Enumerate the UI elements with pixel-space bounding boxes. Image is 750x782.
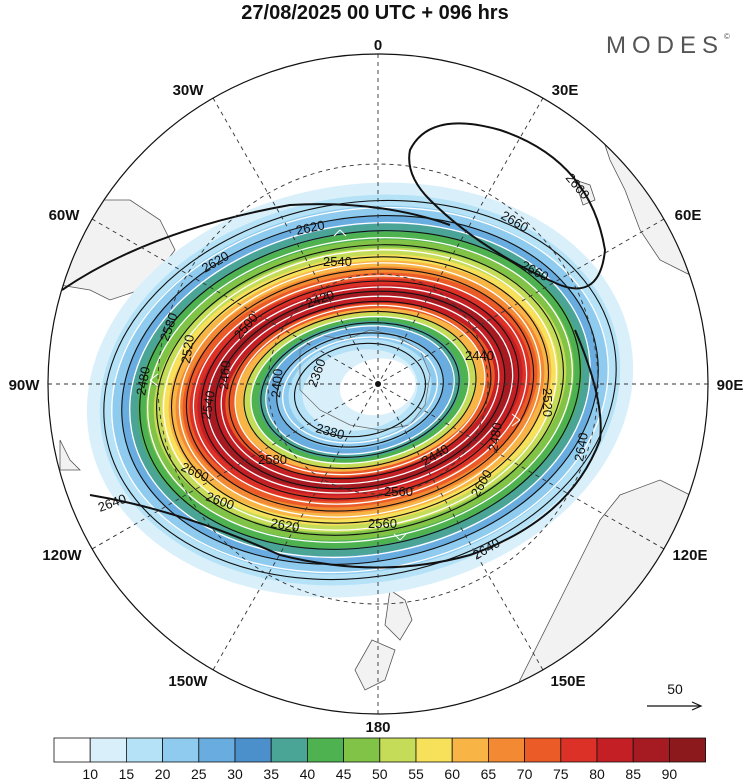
contour-label: 2560: [368, 516, 397, 531]
contour-label: 2400: [268, 368, 285, 398]
contour-label: 2460: [216, 360, 233, 390]
land-south-america-tip: [59, 439, 81, 471]
colorbar-tick-label: 55: [408, 766, 424, 782]
lon-label-90e: 90E: [717, 377, 744, 394]
colorbar-swatch: [234, 737, 272, 763]
wind-vectors: [149, 229, 521, 541]
lon-label-120w: 120W: [42, 547, 82, 564]
colorbar-tick-label: 30: [227, 766, 243, 782]
south-pole-marker: [375, 381, 381, 387]
wind-streamlines: [111, 206, 609, 574]
contour-label: 2620: [269, 515, 300, 535]
land-antarctica: [299, 329, 431, 431]
contour-label: 2640: [571, 431, 591, 462]
colorbar-swatch: [379, 737, 417, 763]
contour-high-2660: [408, 122, 607, 290]
contour-label: 2480: [133, 365, 153, 396]
map-title: 27/08/2025 00 UTC + 096 hrs: [241, 2, 509, 24]
lon-label-180: 180: [365, 719, 390, 736]
colorbar-tick-label: 70: [517, 766, 533, 782]
lon-label-0: 0: [374, 37, 382, 54]
reference-vector-label: 50: [667, 681, 683, 697]
lon-label-60w: 60W: [49, 207, 81, 224]
reference-vector: 50: [647, 681, 703, 711]
colorbar-swatch: [451, 737, 489, 763]
lon-label-30e: 30E: [552, 82, 579, 99]
colorbar-swatch: [306, 737, 344, 763]
contour-label: 2540: [323, 254, 352, 269]
colorbar-tick-label: 20: [155, 766, 171, 782]
colorbar-tick-label: 50: [372, 766, 388, 782]
contour-label: 2380: [314, 420, 346, 442]
brand-logo: MODES©: [606, 32, 730, 60]
longitude-labels: 0 30E 60E 90E 120E 150E 180 150W 120W 90…: [9, 37, 744, 736]
colorbar-swatch: [560, 737, 598, 763]
contour-label: 2520: [540, 388, 555, 417]
colorbar-swatch: [198, 737, 236, 763]
contour-label: 2540: [198, 389, 218, 420]
colorbar-swatch: [415, 737, 453, 763]
colorbar-swatch: [270, 737, 308, 763]
colorbar-swatch: [669, 737, 707, 763]
colorbar-swatch: [89, 737, 127, 763]
contour-label: 2480: [485, 421, 505, 452]
colorbar-swatch: [487, 737, 525, 763]
contour-label: 2440: [465, 348, 494, 363]
colorbar-tick-label: 80: [589, 766, 605, 782]
contour-label: 2520: [178, 334, 197, 365]
colorbar-swatch: [524, 737, 562, 763]
colorbar-swatch: [596, 737, 634, 763]
colorbar-tick-label: 75: [553, 766, 569, 782]
land-new-zealand-south: [354, 639, 396, 691]
reference-vector-arrowhead: [691, 701, 703, 711]
colorbar-tick-label: 15: [119, 766, 135, 782]
lon-label-60e: 60E: [675, 207, 702, 224]
colorbar-swatch: [53, 737, 91, 763]
colorbar-tick-label: 45: [336, 766, 352, 782]
colorbar: 10 15 20 25 30 35 40 45 50 55 60 65 70 75 80 85 90: [53, 737, 707, 782]
contour-label: 2580: [258, 452, 287, 467]
colorbar-swatch: [343, 737, 381, 763]
lon-label-120e: 120E: [672, 547, 707, 564]
lon-label-150e: 150E: [550, 673, 585, 690]
contour-2640-west: [61, 203, 451, 291]
colorbar-tick-label: 40: [300, 766, 316, 782]
contour-label: 2560: [384, 484, 413, 499]
colorbar-tick-label: 90: [662, 766, 678, 782]
lon-label-150w: 150W: [168, 673, 208, 690]
contour-2640-east: [89, 329, 602, 569]
colorbar-tick-label: 25: [191, 766, 207, 782]
map-boundary: [47, 53, 709, 715]
brand-name: MODES: [606, 32, 725, 59]
colorbar-tick-label: 85: [625, 766, 641, 782]
map-disk: [48, 54, 708, 714]
colorbar-tick-label: 35: [263, 766, 279, 782]
colorbar-tick-label: 10: [82, 766, 98, 782]
lon-label-30w: 30W: [173, 82, 205, 99]
colorbar-swatch: [162, 737, 200, 763]
lon-label-90w: 90W: [9, 377, 41, 394]
height-contours: [103, 199, 617, 581]
contour-label: 2620: [295, 217, 326, 238]
land-new-zealand-north: [384, 589, 413, 641]
colorbar-swatch: [632, 737, 670, 763]
colorbar-tick-label: 65: [481, 766, 497, 782]
colorbar-tick-label: 60: [444, 766, 460, 782]
colorbar-swatch: [126, 737, 164, 763]
copyright-mark: ©: [724, 32, 730, 41]
